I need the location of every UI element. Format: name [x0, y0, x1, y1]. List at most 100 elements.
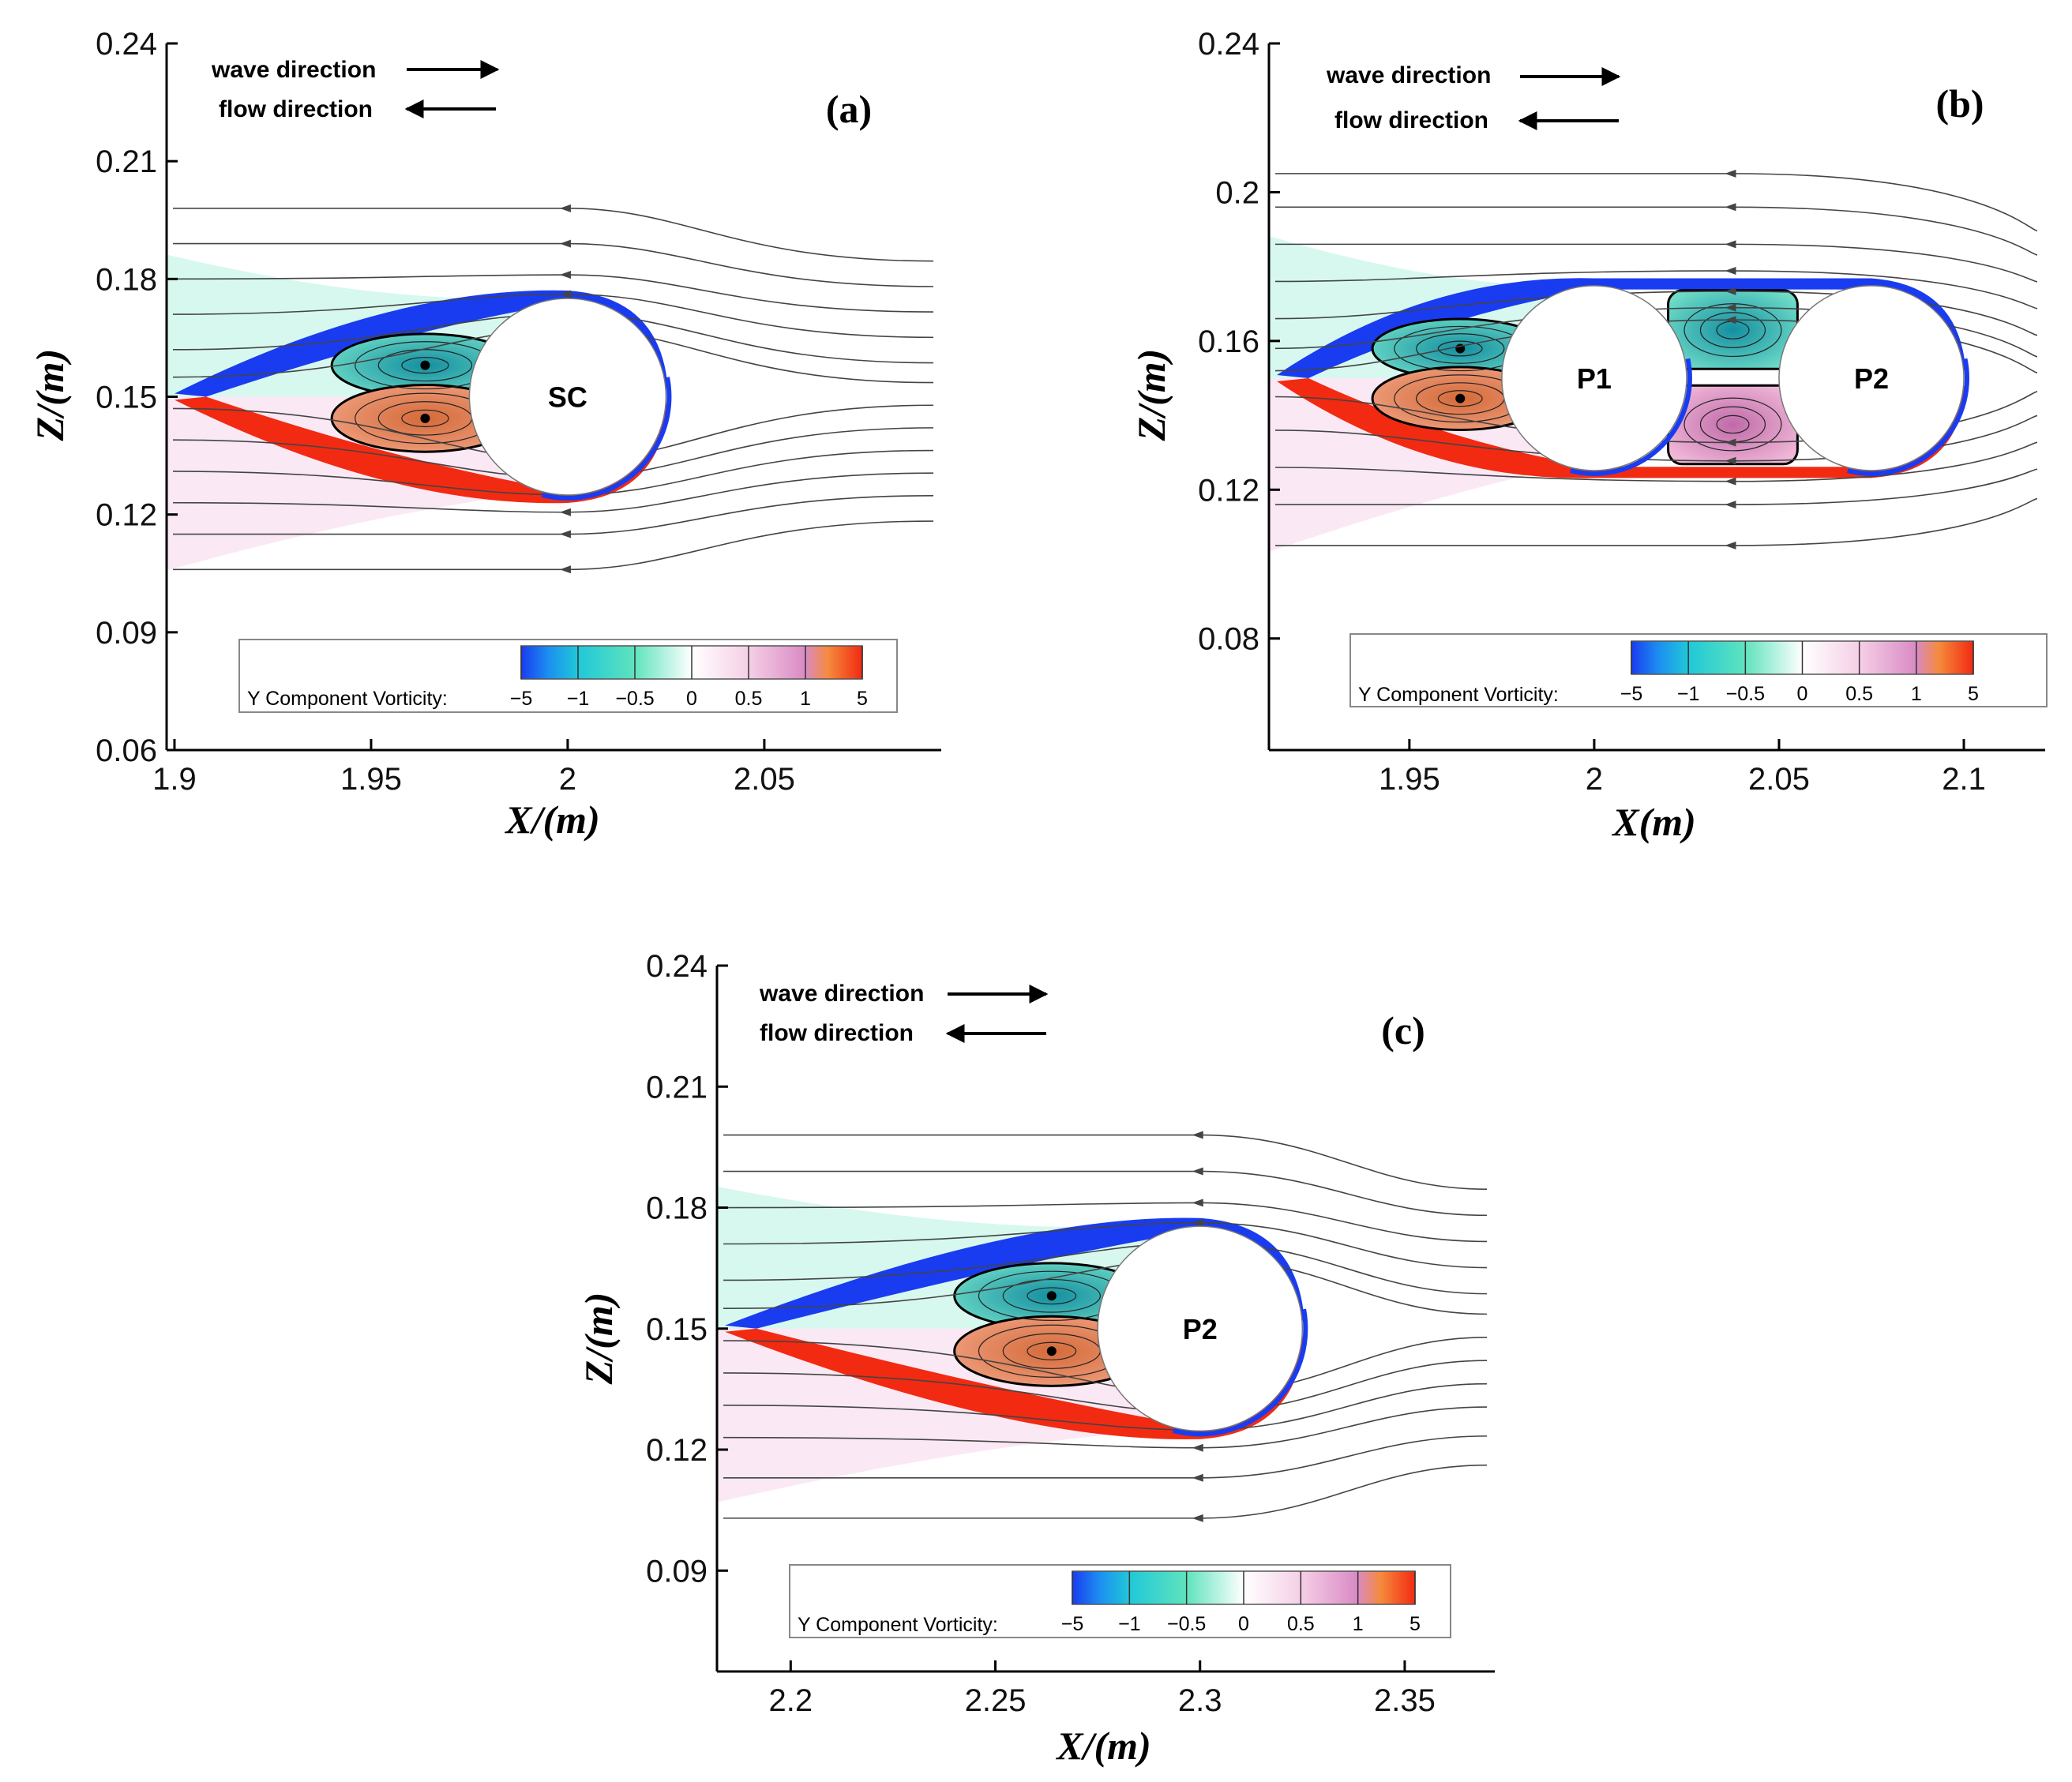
panel-c-colorbar: Y Component Vorticity: −5 −1 −0.5 0 0.5 1 5	[789, 1564, 1451, 1638]
streamline-arrow	[1725, 477, 1736, 486]
vortex-contour	[401, 357, 449, 374]
panel-c-wave-direction-label: wave direction	[759, 981, 924, 1007]
streamline	[723, 1170, 1488, 1217]
gap-upper-vortex	[1667, 289, 1799, 370]
colorbar-tick-label: −5	[510, 688, 533, 710]
colorbar-tick-label: 0	[686, 688, 697, 710]
negative-shear-layer	[725, 1217, 1304, 1329]
panel-c-y-label: Z/(m)	[576, 1292, 621, 1386]
cylinder-boundary-layer	[1773, 279, 1970, 476]
x-tick-label: 2	[1586, 762, 1603, 797]
streamline-arrow	[1192, 1218, 1203, 1227]
colorbar-tick-label: −0.5	[1167, 1613, 1206, 1635]
x-tick-label: 2.05	[734, 762, 795, 797]
colorbar-tick-label: −5	[1620, 683, 1643, 705]
streamline	[1274, 441, 2038, 482]
colorbar-tick-label: 1	[800, 688, 811, 710]
vortex-contour	[1684, 303, 1782, 358]
panel-c: P2 0.240.210.180.150.120.09 2.2 2.25 2.3 2.…	[576, 949, 1495, 1768]
streamline	[723, 1134, 1488, 1191]
colorbar-tick-label: −1	[1677, 683, 1700, 705]
cylinder	[1097, 1225, 1304, 1432]
colorbar-tick-label: −1	[1118, 1613, 1141, 1635]
streamline-arrow	[1725, 316, 1736, 325]
y-tick-label: 0.18	[96, 262, 157, 297]
colorbar-tick-label: −1	[567, 688, 590, 710]
colorbar-tick-label: 0	[1797, 683, 1808, 705]
cylinder-label: P2	[1183, 1313, 1218, 1345]
y-tick-label: 0.12	[1198, 473, 1259, 508]
colorbar-tick-label: 5	[1968, 683, 1979, 705]
streamline	[723, 1406, 1488, 1449]
vortex-center	[1455, 393, 1466, 403]
cylinder	[1778, 285, 1965, 471]
streamline-arrow	[559, 530, 571, 538]
cylinder-boundary-layer	[1092, 1221, 1308, 1437]
panel-b-wave-direction-label: wave direction	[1326, 62, 1491, 88]
vortex-contour	[1002, 1278, 1101, 1313]
streamline	[1274, 306, 2038, 358]
y-tick-label: 0.09	[96, 616, 157, 651]
streamline-arrow	[559, 204, 571, 212]
panel-b-colorbar-ticks: −5 −1 −0.5 0 0.5 1 5	[1620, 641, 1979, 705]
streamline	[1274, 415, 2038, 462]
vortex-contour	[1416, 333, 1505, 364]
panel-b-flow-direction-label: flow direction	[1334, 107, 1488, 133]
panel-c-flow-direction-label: flow direction	[760, 1020, 914, 1046]
x-tick-label: 2	[559, 762, 576, 797]
streamline-arrow	[1725, 287, 1736, 295]
panel-b-x-ticks: 1.95 2 2.05 2.1	[1379, 739, 1986, 797]
panel-a-y-ticks: 0.24 0.21 0.18 0.15 0.12 0.09 0.06	[96, 27, 178, 768]
colorbar-title: Y Component Vorticity:	[247, 688, 448, 710]
y-tick-label: 0.12	[96, 498, 157, 533]
streamline	[1275, 173, 2038, 232]
streamline	[1275, 206, 2038, 256]
vortex-center	[420, 360, 430, 370]
panel-a-x-ticks: 1.9 1.95 2 2.05	[152, 739, 795, 797]
streamline-arrow	[1725, 203, 1736, 212]
panel-c-x-label: X/(m)	[1055, 1724, 1150, 1768]
colorbar-tick-label: 0.5	[1287, 1613, 1315, 1635]
panel-c-x-ticks: 2.2 2.25 2.3 2.35	[769, 1660, 1436, 1718]
streamline-arrow	[559, 565, 571, 574]
colorbar-title: Y Component Vorticity:	[1358, 684, 1559, 706]
streamline-arrow	[559, 508, 571, 516]
streamline	[723, 1464, 1488, 1519]
vortex-contour	[1027, 1287, 1077, 1305]
panel-a: SC 0.24 0.21 0.18 0.15 0.12 0.09 0.06 1.9 1.95 2…	[28, 27, 941, 842]
vortex-contour	[1716, 415, 1750, 434]
cylinder	[468, 298, 667, 496]
y-tick-label: 0.15	[96, 381, 157, 415]
vortex-contour	[1027, 1341, 1077, 1360]
x-tick-label: 2.3	[1178, 1683, 1222, 1718]
streamline-arrow	[1192, 1167, 1203, 1176]
streamline-arrow	[1192, 1473, 1203, 1482]
colorbar-tick-label: 0	[1238, 1613, 1249, 1635]
panel-a-cylinders: SC	[464, 293, 672, 501]
y-tick-label: 0.2	[1215, 175, 1259, 210]
colorbar-tick-label: −0.5	[1726, 683, 1765, 705]
panel-a-y-label: Z/(m)	[28, 349, 72, 442]
y-tick-label: 0.21	[646, 1070, 708, 1105]
streamline-arrow	[1725, 240, 1736, 249]
panel-c-colorbar-ticks: −5 −1 −0.5 0 0.5 1 5	[1061, 1571, 1421, 1635]
panel-a-wave-direction-label: wave direction	[211, 57, 376, 83]
colorbar-tick-label: 0.5	[1845, 683, 1873, 705]
y-tick-label: 0.15	[646, 1312, 708, 1347]
streamline-arrow	[1192, 1514, 1203, 1522]
streamline-arrow	[1725, 267, 1736, 276]
cylinder-label: P1	[1577, 362, 1612, 395]
vortex-contour	[401, 409, 449, 428]
panel-b-y-ticks: 0.24 0.2 0.16 0.12 0.08	[1198, 27, 1280, 657]
panel-c-cylinders: P2	[1092, 1221, 1308, 1437]
vortex-contour	[377, 349, 473, 382]
streamline-arrow	[1192, 1443, 1203, 1452]
colorbar-tick-label: 5	[1409, 1613, 1421, 1635]
panel-b-colorbar: Y Component Vorticity: −5 −1 −0.5 0 0.5 1 5	[1349, 633, 2048, 707]
panel-a-colorbar-ticks: −5 −1 −0.5 0 0.5 1 5	[510, 646, 868, 710]
panel-a-flow-direction-label: flow direction	[219, 96, 373, 122]
panel-c-panel-label: (c)	[1381, 1008, 1425, 1052]
streamline	[1275, 468, 2038, 505]
streamline-arrow	[1192, 1199, 1203, 1207]
cylinder-label: SC	[548, 381, 587, 414]
